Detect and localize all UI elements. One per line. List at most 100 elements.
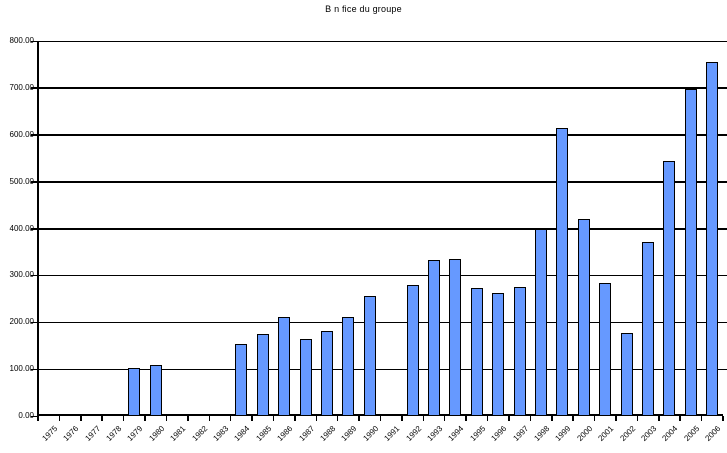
bar-2000 <box>577 218 590 416</box>
y-axis-tick <box>31 87 37 89</box>
y-axis-tick <box>31 368 37 371</box>
bar-2004 <box>663 160 676 416</box>
x-axis-tick <box>551 416 553 421</box>
x-tick-label: 1994 <box>446 424 466 443</box>
x-tick-label: 1989 <box>339 424 359 443</box>
x-axis-tick <box>358 416 360 421</box>
x-tick-label: 1987 <box>296 424 316 443</box>
x-axis-tick <box>122 416 125 421</box>
y-axis-tick <box>31 274 37 277</box>
bar-2003 <box>642 241 655 416</box>
bar-1999 <box>556 128 569 416</box>
x-axis-tick <box>508 416 510 421</box>
x-axis-tick <box>37 416 39 421</box>
y-tick-label: 800.00 <box>9 36 34 45</box>
x-tick-label: 1999 <box>553 424 573 443</box>
bar-1994 <box>449 258 462 416</box>
x-tick-label: 1975 <box>40 424 60 443</box>
bar-1985 <box>256 333 269 416</box>
x-axis-tick <box>229 416 232 421</box>
x-tick-label: 1997 <box>511 424 531 443</box>
bar-1979 <box>128 367 141 416</box>
x-axis-tick <box>165 416 168 421</box>
y-tick-label: 100.00 <box>9 364 34 374</box>
bar-1995 <box>470 287 483 416</box>
y-tick-label: 400.00 <box>9 223 34 233</box>
y-tick-label: 300.00 <box>9 270 34 280</box>
bar-2005 <box>684 89 697 416</box>
y-axis-tick <box>31 228 37 230</box>
x-tick-label: 1984 <box>232 424 252 443</box>
bar-1997 <box>513 286 526 416</box>
x-tick-label: 2006 <box>703 424 723 443</box>
x-tick-label: 1977 <box>82 424 102 443</box>
y-tick-label: 0.00 <box>18 411 34 420</box>
x-tick-label: 1988 <box>318 424 338 443</box>
x-tick-label: 1991 <box>382 424 402 443</box>
x-axis-tick <box>101 416 103 421</box>
x-axis-tick <box>572 416 574 421</box>
bar-2006 <box>706 62 719 416</box>
x-tick-label: 1979 <box>125 424 145 443</box>
gridline <box>38 274 727 277</box>
x-tick-label: 2003 <box>639 424 659 443</box>
y-axis-tick <box>31 134 37 136</box>
x-tick-label: 1983 <box>211 424 231 443</box>
x-tick-label: 1982 <box>189 424 209 443</box>
gridline <box>38 40 727 42</box>
x-axis-tick <box>486 416 489 421</box>
x-tick-label: 2000 <box>575 424 595 443</box>
x-axis-tick <box>315 416 318 421</box>
x-axis-tick <box>422 416 425 421</box>
x-axis-tick <box>401 416 403 421</box>
x-tick-label: 2001 <box>596 424 616 443</box>
bar-1984 <box>235 344 248 416</box>
gridline <box>38 228 727 230</box>
gridline <box>38 87 727 89</box>
x-axis-tick <box>336 416 339 421</box>
y-axis-tick <box>31 415 37 417</box>
x-tick-label: 1978 <box>104 424 124 443</box>
x-tick-label: 1986 <box>275 424 295 443</box>
x-axis-tick <box>80 416 82 421</box>
x-axis-tick <box>443 416 446 421</box>
x-tick-label: 1976 <box>61 424 81 443</box>
bar-1986 <box>278 317 291 416</box>
gridline <box>38 321 727 324</box>
x-axis-tick <box>251 416 253 421</box>
x-axis-tick <box>615 416 617 421</box>
x-axis-tick <box>379 416 382 421</box>
y-tick-label: 500.00 <box>9 176 34 186</box>
bar-2002 <box>620 333 633 416</box>
x-tick-label: 1990 <box>361 424 381 443</box>
x-axis-tick <box>722 416 724 421</box>
x-axis-tick <box>187 416 189 421</box>
x-axis-tick <box>679 416 681 421</box>
bar-1989 <box>342 316 355 416</box>
bar-1987 <box>299 338 312 416</box>
x-tick-label: 1992 <box>404 424 423 443</box>
x-tick-label: 1995 <box>468 424 488 443</box>
x-axis-tick <box>529 416 532 421</box>
x-tick-label: 2004 <box>660 424 680 443</box>
gridline <box>38 134 727 136</box>
x-tick-label: 1985 <box>254 424 274 443</box>
x-tick-label: 1998 <box>532 424 552 443</box>
x-axis-tick <box>700 416 703 421</box>
y-tick-label: 200.00 <box>9 317 34 327</box>
x-axis-tick <box>465 416 467 421</box>
x-tick-label: 1996 <box>489 424 509 443</box>
bar-2001 <box>599 283 612 416</box>
bar-1980 <box>149 365 162 416</box>
y-axis-tick <box>31 321 37 324</box>
bar-1996 <box>492 293 505 416</box>
y-axis-tick <box>31 40 37 42</box>
x-axis-tick <box>294 416 296 421</box>
y-axis-line <box>37 41 39 417</box>
plot-area <box>31 40 727 421</box>
bar-1998 <box>535 228 548 416</box>
chart-title: B n fice du groupe <box>325 4 402 14</box>
gridline <box>38 181 727 183</box>
bar-1993 <box>428 260 441 416</box>
